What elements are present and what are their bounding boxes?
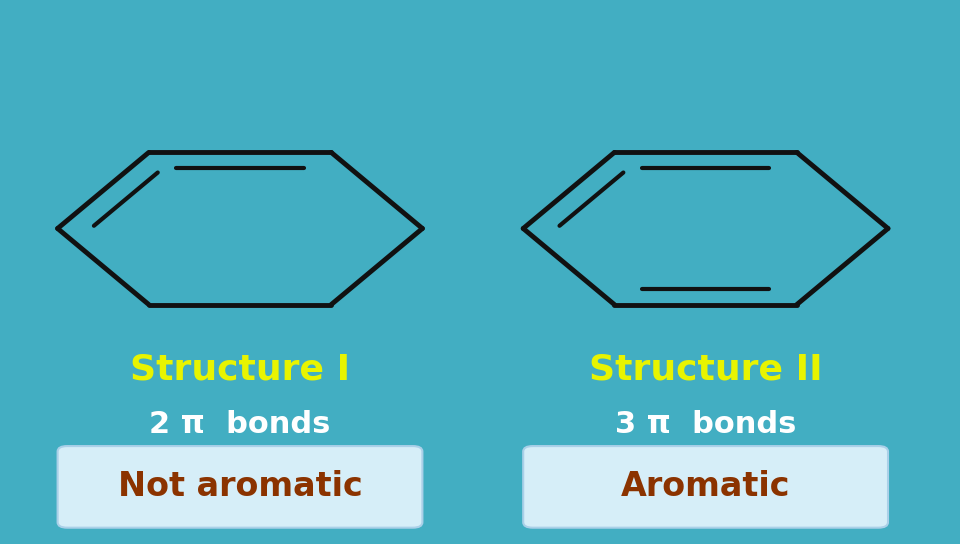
- Text: Structure II: Structure II: [588, 353, 823, 387]
- Text: 3 π  bonds: 3 π bonds: [615, 410, 796, 439]
- FancyBboxPatch shape: [523, 446, 888, 528]
- Text: Not aromatic: Not aromatic: [118, 471, 362, 503]
- Text: Aromatic: Aromatic: [621, 471, 790, 503]
- FancyBboxPatch shape: [58, 446, 422, 528]
- Text: 2 π  bonds: 2 π bonds: [150, 410, 330, 439]
- Text: Structure I: Structure I: [130, 353, 350, 387]
